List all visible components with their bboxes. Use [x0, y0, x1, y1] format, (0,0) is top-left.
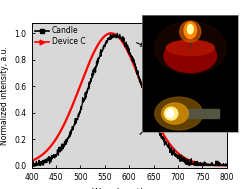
Ellipse shape [187, 25, 193, 34]
Ellipse shape [166, 40, 214, 56]
Legend: Candle, Device C: Candle, Device C [34, 25, 87, 48]
Bar [166, 109, 219, 118]
Ellipse shape [155, 97, 203, 130]
Ellipse shape [184, 22, 197, 39]
X-axis label: Wavelength, nm: Wavelength, nm [92, 188, 166, 189]
Ellipse shape [154, 22, 226, 74]
Ellipse shape [167, 110, 173, 117]
Ellipse shape [180, 21, 201, 42]
Ellipse shape [162, 103, 188, 124]
Ellipse shape [164, 40, 216, 73]
Ellipse shape [164, 107, 178, 120]
Y-axis label: Normalized intensity, a.u.: Normalized intensity, a.u. [0, 46, 9, 145]
